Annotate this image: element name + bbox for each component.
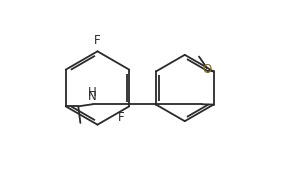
Text: H: H [88, 86, 97, 99]
Text: F: F [94, 34, 101, 47]
Text: N: N [88, 90, 97, 103]
Text: F: F [118, 111, 125, 124]
Text: O: O [202, 63, 212, 76]
